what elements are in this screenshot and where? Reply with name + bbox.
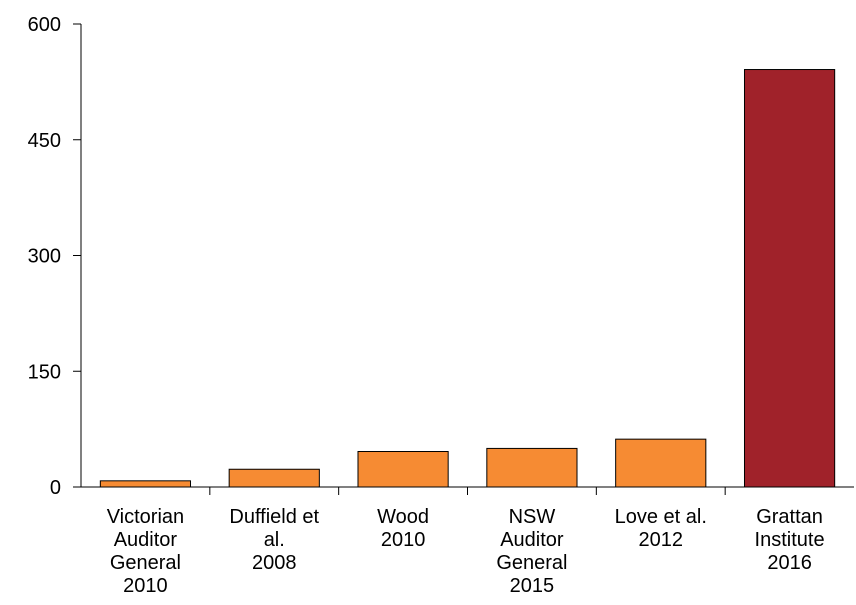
x-tick-labels: Victorian Auditor General 2010 Duffield et al… (107, 506, 825, 597)
x-tick-label: NSW Auditor General 2015 (496, 506, 567, 597)
bar (357, 451, 449, 488)
bar (99, 480, 192, 488)
bars (99, 69, 836, 488)
y-tick-label: 450 (28, 130, 61, 152)
x-tick-label: Victorian Auditor General 2010 (107, 506, 184, 597)
bar (228, 468, 320, 488)
y-axis: 0 150 300 450 600 (28, 14, 82, 499)
x-tick-label: Grattan Institute 2016 (755, 506, 825, 574)
y-tick-label: 150 (28, 361, 61, 383)
bar (743, 69, 836, 488)
y-tick-label: 600 (28, 14, 61, 36)
bar (486, 447, 578, 488)
y-tick-label: 0 (50, 477, 61, 499)
x-tick-label: Love et al. 2012 (615, 506, 707, 551)
y-tick-label: 300 (28, 246, 61, 268)
x-axis (81, 486, 854, 495)
x-tick-label: Wood 2010 (377, 506, 429, 551)
x-tick-label: Duffield et al. 2008 (229, 506, 319, 574)
bar (615, 438, 707, 488)
